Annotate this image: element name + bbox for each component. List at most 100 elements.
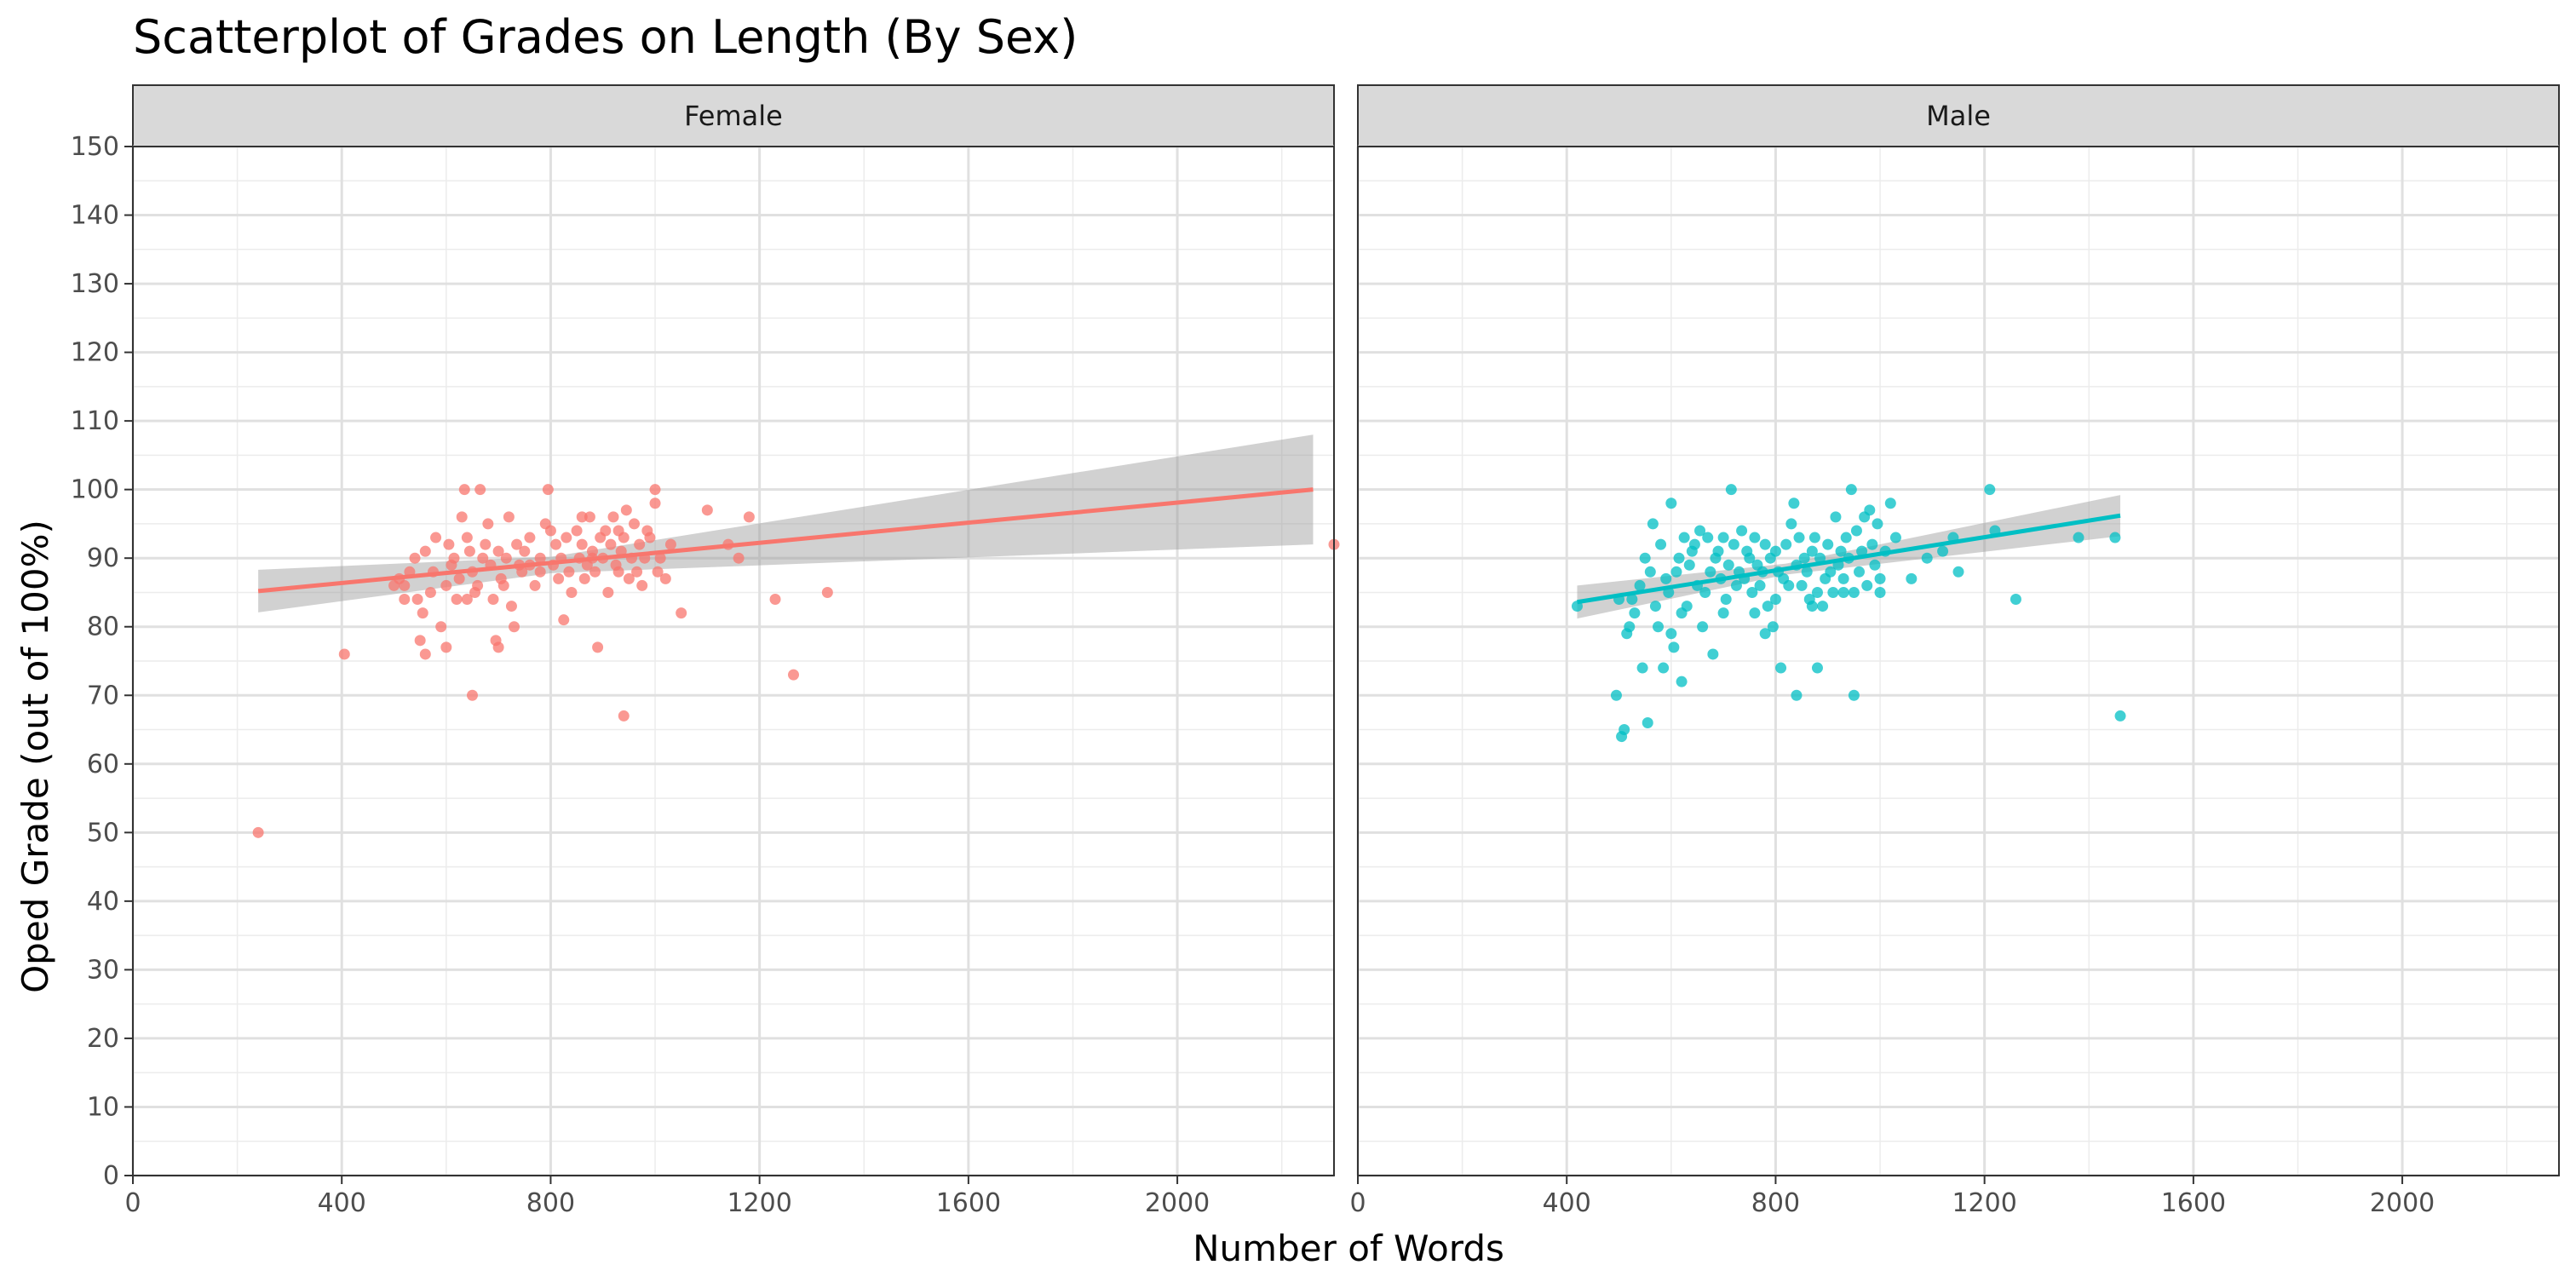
data-point (1921, 552, 1933, 564)
data-point (1749, 532, 1761, 543)
y-tick-label: 40 (87, 887, 119, 917)
data-point (1845, 484, 1857, 496)
data-point (1769, 545, 1781, 557)
data-point (414, 635, 426, 647)
y-tick-label: 120 (71, 338, 119, 368)
data-point (417, 607, 428, 619)
data-point (550, 538, 562, 550)
data-point (1717, 532, 1729, 543)
data-point (2109, 532, 2121, 543)
data-point (1722, 559, 1734, 571)
data-point (542, 484, 554, 496)
data-point (1848, 586, 1860, 598)
data-point (1806, 601, 1818, 612)
data-point (654, 552, 666, 564)
data-point (571, 525, 583, 537)
data-point (466, 689, 478, 701)
data-point (440, 579, 452, 591)
panel-border (132, 146, 1335, 1176)
data-point (1683, 559, 1695, 571)
data-point (1811, 662, 1823, 674)
data-point (1665, 497, 1677, 509)
y-tick-label: 10 (87, 1092, 119, 1122)
data-point (1835, 545, 1847, 557)
data-point (480, 538, 492, 550)
data-point (1874, 572, 1886, 584)
data-point (664, 538, 676, 550)
data-point (524, 532, 536, 543)
data-point (411, 594, 423, 606)
data-point (576, 538, 588, 550)
data-point (612, 566, 624, 578)
data-point (1869, 559, 1881, 571)
data-point (1712, 545, 1724, 557)
data-point (1624, 621, 1636, 633)
data-point (566, 586, 578, 598)
data-point (1678, 532, 1690, 543)
data-point (1785, 518, 1797, 530)
x-tick-label: 400 (318, 1188, 366, 1218)
data-point (419, 648, 431, 660)
data-point (1665, 628, 1677, 640)
y-tick-label: 150 (71, 132, 119, 162)
data-point (1688, 538, 1700, 550)
data-point (1759, 538, 1771, 550)
data-point (1830, 511, 1842, 523)
x-tick-label: 800 (1751, 1188, 1800, 1218)
data-point (1619, 724, 1630, 736)
data-point (634, 538, 646, 550)
data-point (743, 511, 755, 523)
x-axis-title: Number of Words (1193, 1228, 1504, 1269)
data-point (519, 545, 531, 557)
data-point (561, 532, 572, 543)
x-tick-label: 1200 (727, 1188, 791, 1218)
y-tick-label: 30 (87, 955, 119, 985)
data-point (1658, 662, 1670, 674)
data-point (338, 648, 350, 660)
data-point (503, 511, 515, 523)
data-point (419, 545, 431, 557)
data-point (1825, 566, 1837, 578)
data-point (458, 484, 470, 496)
data-point (659, 572, 671, 584)
data-point (399, 594, 411, 606)
regression-line (257, 487, 1314, 594)
y-tick-label: 140 (71, 201, 119, 231)
data-point (605, 538, 617, 550)
data-point (1767, 621, 1779, 633)
x-tick-label: 1600 (2161, 1188, 2226, 1218)
data-point (487, 594, 499, 606)
data-point (1780, 538, 1792, 550)
data-point (1730, 579, 1742, 591)
data-point (1736, 525, 1748, 537)
data-point (1744, 552, 1756, 564)
data-point (649, 484, 661, 496)
x-tick-label: 0 (1349, 1188, 1366, 1218)
data-point (461, 594, 473, 606)
data-point (1848, 689, 1860, 701)
data-point (652, 566, 664, 578)
data-point (1626, 594, 1638, 606)
data-point (1889, 532, 1901, 543)
y-tick-label: 130 (71, 269, 119, 299)
data-point (1783, 579, 1795, 591)
data-point (592, 641, 604, 653)
data-point (589, 566, 601, 578)
data-point (602, 586, 614, 598)
data-point (443, 538, 455, 550)
data-point (1952, 566, 1964, 578)
data-point (600, 525, 612, 537)
data-point (1837, 572, 1849, 584)
data-point (474, 484, 486, 496)
data-point (440, 641, 452, 653)
data-point (701, 504, 713, 516)
y-tick-label: 60 (87, 750, 119, 779)
y-tick-label: 20 (87, 1024, 119, 1054)
data-point (2010, 594, 2021, 606)
x-tick-label: 0 (124, 1188, 141, 1218)
y-tick-label: 110 (71, 406, 119, 436)
data-point (1694, 525, 1706, 537)
data-point (1610, 689, 1622, 701)
data-point (733, 552, 745, 564)
data-point (1874, 586, 1886, 598)
